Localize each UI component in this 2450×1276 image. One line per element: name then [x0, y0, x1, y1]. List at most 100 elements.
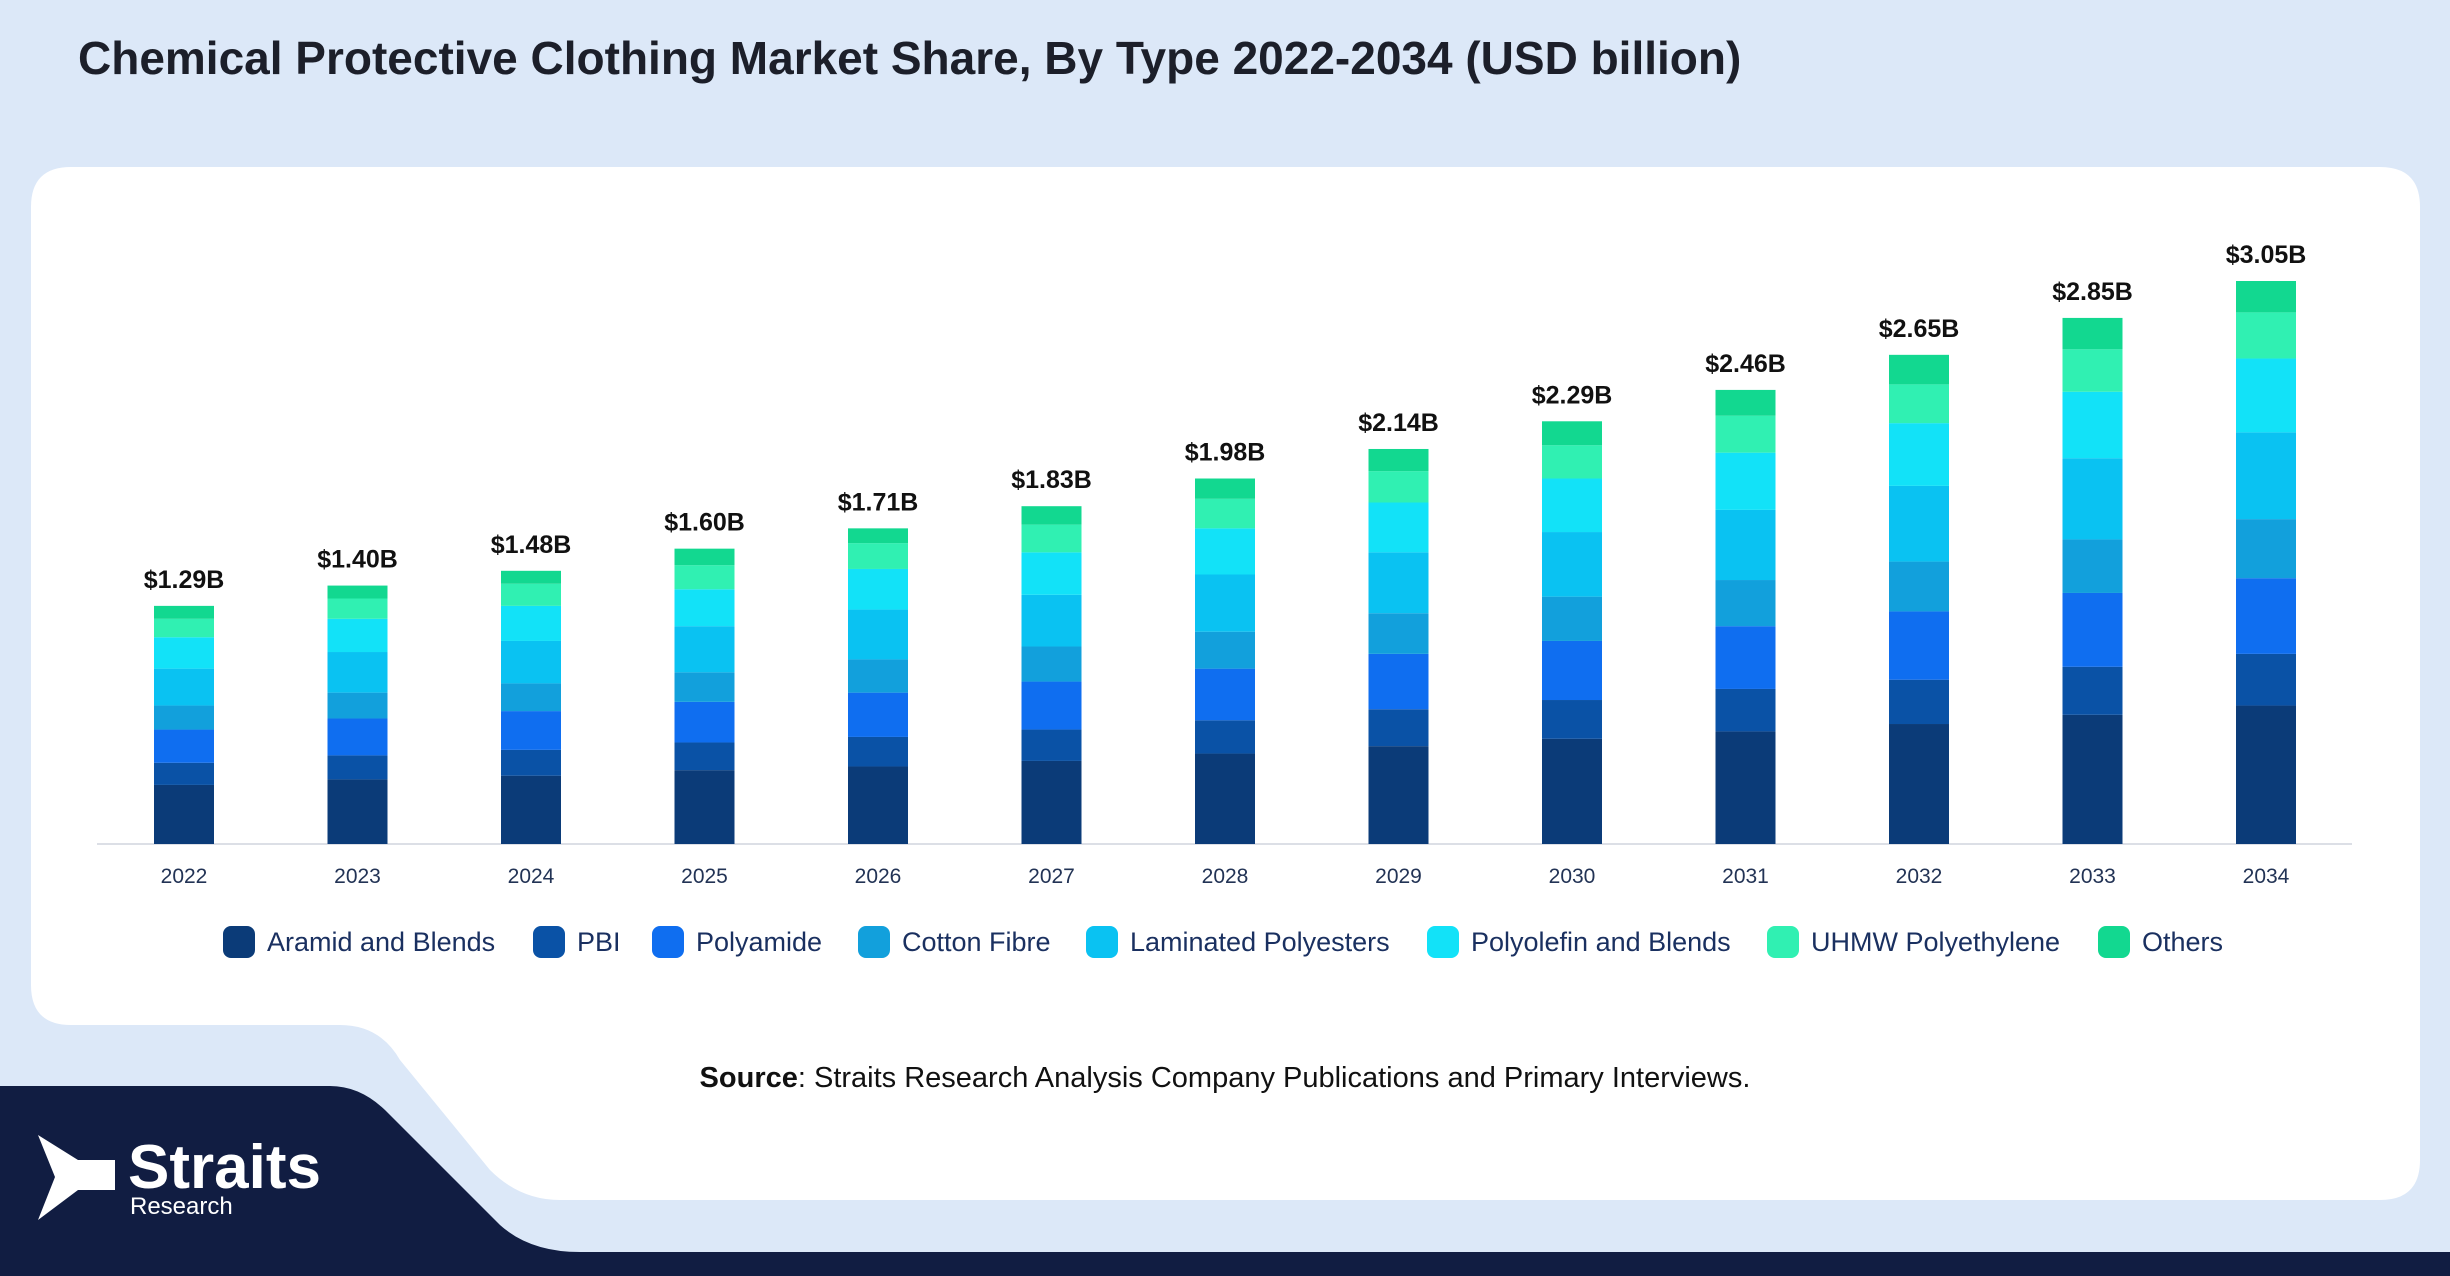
bar-segment	[1715, 389, 1776, 416]
total-label: $1.40B	[317, 546, 398, 574]
bar-segment	[1715, 731, 1776, 844]
bar-segment	[1542, 478, 1602, 533]
bar-segment	[1195, 478, 1255, 499]
logo-icon	[38, 1135, 115, 1220]
total-label: $1.60B	[664, 509, 745, 537]
bar-segment	[501, 749, 561, 776]
bar-segment	[327, 585, 388, 599]
bar-segment	[154, 762, 214, 785]
legend-swatch	[223, 926, 255, 958]
x-tick-label: 2025	[681, 865, 728, 888]
bar-segment	[1542, 640, 1602, 701]
x-tick-label: 2030	[1549, 865, 1596, 888]
bar-segment	[2236, 653, 2296, 706]
total-label: $1.48B	[491, 531, 572, 559]
bar-segment	[501, 605, 561, 641]
total-label: $1.29B	[144, 566, 225, 594]
bar-segment	[848, 528, 908, 544]
logo-sub: Research	[130, 1193, 233, 1220]
legend-swatch	[1767, 926, 1799, 958]
total-label: $3.05B	[2226, 241, 2307, 269]
bar-segment	[154, 618, 214, 638]
logo-name: Straits	[128, 1133, 321, 1202]
bar-segment	[1368, 552, 1429, 614]
bar-segment	[1195, 720, 1255, 754]
legend-label: Cotton Fibre	[902, 927, 1051, 957]
bar-segment	[1368, 746, 1429, 844]
bar-segment	[1195, 528, 1255, 575]
legend-label: Laminated Polyesters	[1130, 927, 1390, 957]
bar-segment	[327, 755, 388, 780]
x-tick-label: 2033	[2069, 865, 2116, 888]
bar-segment	[1195, 753, 1255, 844]
bar-segment	[1021, 681, 1082, 730]
bar-segment	[1715, 452, 1776, 510]
bar-segment	[327, 779, 388, 844]
legend-swatch	[858, 926, 890, 958]
bar-segment	[2236, 358, 2296, 433]
bar-segment	[2062, 349, 2123, 392]
bar-segment	[1195, 631, 1255, 669]
bar-segment	[1368, 502, 1429, 553]
bar-segment	[1021, 552, 1082, 595]
bar-segment	[327, 618, 388, 653]
bar-segment	[1715, 509, 1776, 581]
total-label: $2.14B	[1358, 409, 1439, 437]
bar-segment	[1889, 611, 1949, 680]
bar-segment	[1021, 646, 1082, 682]
bar-segment	[1542, 700, 1602, 739]
x-tick-label: 2031	[1722, 865, 1769, 888]
bar-segment	[1542, 445, 1602, 479]
bar-segment	[1195, 574, 1255, 632]
source-text: : Straits Research Analysis Company Publ…	[798, 1062, 1751, 1094]
legend-swatch	[1427, 926, 1459, 958]
bar-segment	[1889, 485, 1949, 562]
x-tick-label: 2034	[2243, 865, 2290, 888]
bar-segment	[1368, 709, 1429, 747]
legend-label: Polyamide	[696, 927, 822, 957]
bar-segment	[1715, 580, 1776, 627]
x-tick-label: 2029	[1375, 865, 1422, 888]
bar-segment	[2236, 705, 2296, 844]
bar-segment	[1021, 594, 1082, 647]
source-label: Source	[700, 1062, 798, 1094]
bar-segment	[2236, 281, 2296, 313]
bar-segment	[327, 692, 388, 719]
legend-label: Aramid and Blends	[267, 927, 495, 957]
x-tick-label: 2026	[855, 865, 902, 888]
bar-segment	[2062, 592, 2123, 667]
bar-segment	[848, 609, 908, 660]
bar-segment	[674, 742, 735, 771]
bar-segment	[674, 701, 735, 743]
bar-segment	[1195, 498, 1255, 529]
bar-segment	[1368, 613, 1429, 654]
bar-segment	[1715, 626, 1776, 689]
total-label: $1.71B	[838, 488, 919, 516]
bar-segment	[1368, 448, 1429, 472]
total-label: $2.65B	[1879, 315, 1960, 343]
bar-segment	[848, 568, 908, 610]
bar-segment	[848, 736, 908, 767]
bar-segment	[674, 770, 735, 844]
bar-segment	[154, 637, 214, 669]
x-tick-label: 2023	[334, 865, 381, 888]
bar-segment	[2062, 666, 2123, 715]
bar-segment	[501, 711, 561, 750]
source: Source: Straits Research Analysis Compan…	[700, 1062, 1751, 1094]
total-label: $2.29B	[1532, 381, 1613, 409]
bar-segment	[2236, 432, 2296, 520]
bar-segment	[674, 672, 735, 702]
bar-segment	[674, 589, 735, 627]
bar-segment	[848, 543, 908, 569]
bar-segment	[1021, 729, 1082, 761]
bar-segment	[1021, 760, 1082, 844]
bar-segment	[154, 729, 214, 763]
bar-segment	[674, 565, 735, 590]
legend-swatch	[652, 926, 684, 958]
bar-segment	[501, 683, 561, 712]
bar-segment	[327, 652, 388, 693]
bar-segment	[1889, 354, 1949, 385]
total-label: $1.98B	[1185, 439, 1266, 467]
bar-segment	[1195, 668, 1255, 721]
